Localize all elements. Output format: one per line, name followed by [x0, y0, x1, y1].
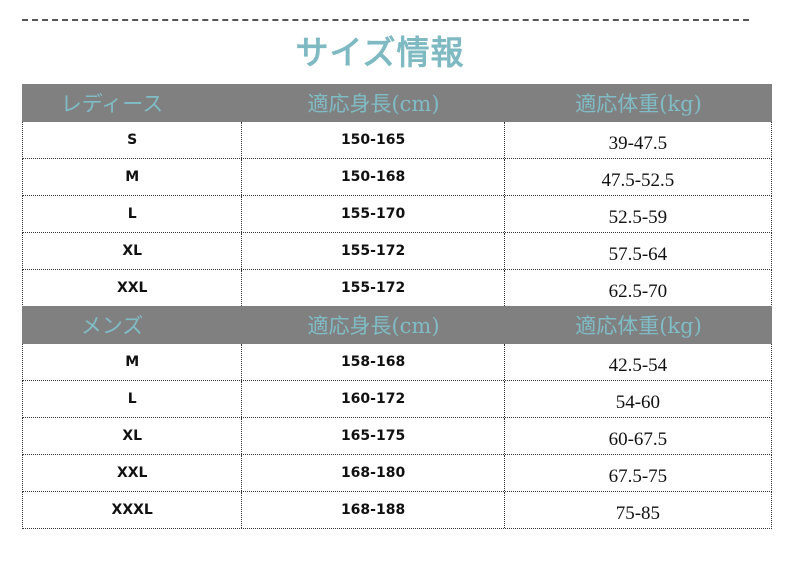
height-cell: 155-170: [242, 196, 505, 232]
weight-cell: 75-85: [615, 503, 661, 524]
table-row: XXL 168-180 67.5-75: [22, 455, 772, 492]
height-cell: 158-168: [242, 344, 505, 380]
table-row: XL 155-172 57.5-64: [22, 233, 772, 270]
weight-cell: 60-67.5: [608, 429, 668, 450]
table-row: XXL 155-172 62.5-70: [22, 270, 772, 307]
dashed-divider: [22, 19, 749, 21]
size-cell: XXL: [23, 455, 243, 491]
height-cell: 155-172: [242, 270, 505, 306]
height-cell: 155-172: [242, 233, 505, 269]
weight-cell: 62.5-70: [608, 281, 668, 302]
height-cell: 150-165: [242, 122, 505, 158]
header-weight: 適応体重(kg): [575, 92, 702, 116]
header-category: レディース: [60, 92, 164, 116]
table-row: L 155-170 52.5-59: [22, 196, 772, 233]
height-cell: 168-180: [242, 455, 505, 491]
table-header: メンズ 適応身長(cm) 適応体重(kg): [22, 306, 772, 344]
ladies-size-table: レディース 適応身長(cm) 適応体重(kg) S 150-165 39-47.…: [22, 84, 772, 307]
header-category: メンズ: [80, 314, 144, 338]
header-height: 適応身長(cm): [307, 314, 440, 338]
table-row: S 150-165 39-47.5: [22, 122, 772, 159]
height-cell: 165-175: [242, 418, 505, 454]
page-title: サイズ情報: [295, 33, 465, 72]
table-row: M 158-168 42.5-54: [22, 344, 772, 381]
weight-cell: 39-47.5: [608, 133, 668, 154]
weight-cell: 54-60: [615, 392, 661, 413]
weight-cell: 42.5-54: [608, 355, 668, 376]
mens-size-table: メンズ 適応身長(cm) 適応体重(kg) M 158-168 42.5-54 …: [22, 306, 772, 529]
size-cell: XXXL: [23, 492, 243, 528]
size-cell: XL: [23, 233, 243, 269]
header-height: 適応身長(cm): [307, 92, 440, 116]
table-row: XXXL 168-188 75-85: [22, 492, 772, 529]
table-row: M 150-168 47.5-52.5: [22, 159, 772, 196]
weight-cell: 47.5-52.5: [601, 170, 675, 191]
size-cell: L: [23, 196, 243, 232]
table-header: レディース 適応身長(cm) 適応体重(kg): [22, 84, 772, 122]
size-cell: XL: [23, 418, 243, 454]
table-row: XL 165-175 60-67.5: [22, 418, 772, 455]
size-cell: S: [23, 122, 243, 158]
size-cell: M: [23, 159, 243, 195]
size-cell: L: [23, 381, 243, 417]
height-cell: 160-172: [242, 381, 505, 417]
weight-cell: 57.5-64: [608, 244, 668, 265]
height-cell: 150-168: [242, 159, 505, 195]
weight-cell: 52.5-59: [608, 207, 668, 228]
weight-cell: 67.5-75: [608, 466, 668, 487]
size-cell: M: [23, 344, 243, 380]
header-weight: 適応体重(kg): [575, 314, 702, 338]
height-cell: 168-188: [242, 492, 505, 528]
table-row: L 160-172 54-60: [22, 381, 772, 418]
size-cell: XXL: [23, 270, 243, 306]
